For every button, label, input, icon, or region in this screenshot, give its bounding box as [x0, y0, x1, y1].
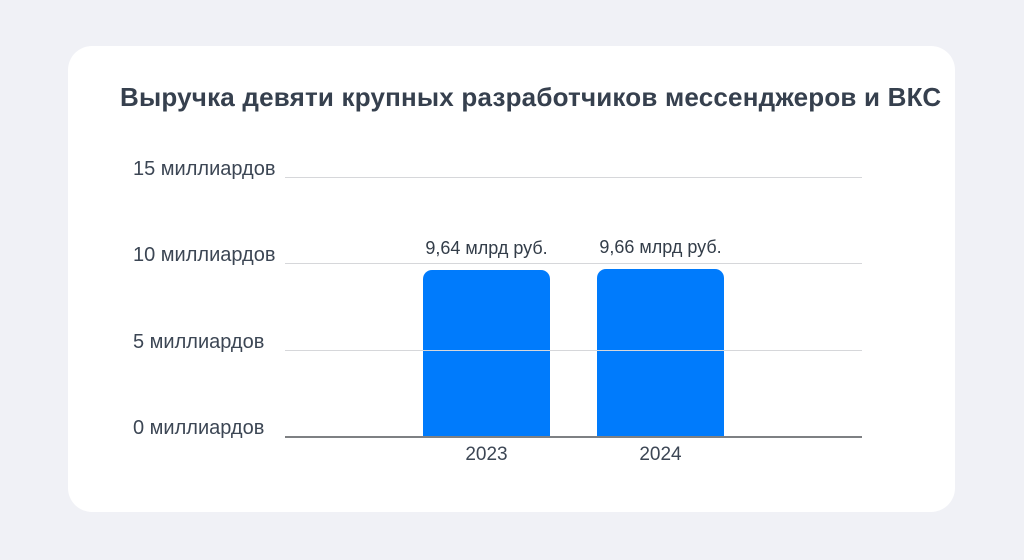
chart-card: Выручка девяти крупных разработчиков мес…	[68, 46, 955, 512]
chart-title: Выручка девяти крупных разработчиков мес…	[120, 82, 942, 112]
bar-group-2023: 9,64 млрд руб. 2023	[423, 177, 550, 465]
bar-2023	[423, 269, 550, 436]
bar-2024	[597, 269, 724, 436]
y-axis-tick-label: 5 миллиардов	[133, 330, 265, 353]
y-axis-tick-label: 15 миллиардов	[133, 158, 276, 180]
gridline	[285, 177, 862, 178]
bar-value-label: 9,64 млрд руб.	[425, 237, 548, 258]
bars-container: 9,64 млрд руб. 2023 9,66 млрд руб. 2024	[285, 177, 862, 465]
y-axis-tick-label: 10 миллиардов	[133, 244, 276, 267]
x-axis-tick-label: 2023	[465, 444, 508, 465]
bar-group-2024: 9,66 млрд руб. 2024	[597, 177, 724, 465]
x-axis-line	[285, 436, 862, 438]
bar-value-label: 9,66 млрд руб.	[599, 237, 722, 258]
gridline	[285, 349, 862, 351]
bar-chart-plot-area: 9,64 млрд руб. 2023 9,66 млрд руб. 2024 0 м…	[133, 158, 862, 465]
gridline	[285, 263, 862, 265]
y-axis-tick-label: 0 миллиардов	[133, 417, 265, 439]
x-axis-tick-label: 2024	[639, 444, 682, 465]
